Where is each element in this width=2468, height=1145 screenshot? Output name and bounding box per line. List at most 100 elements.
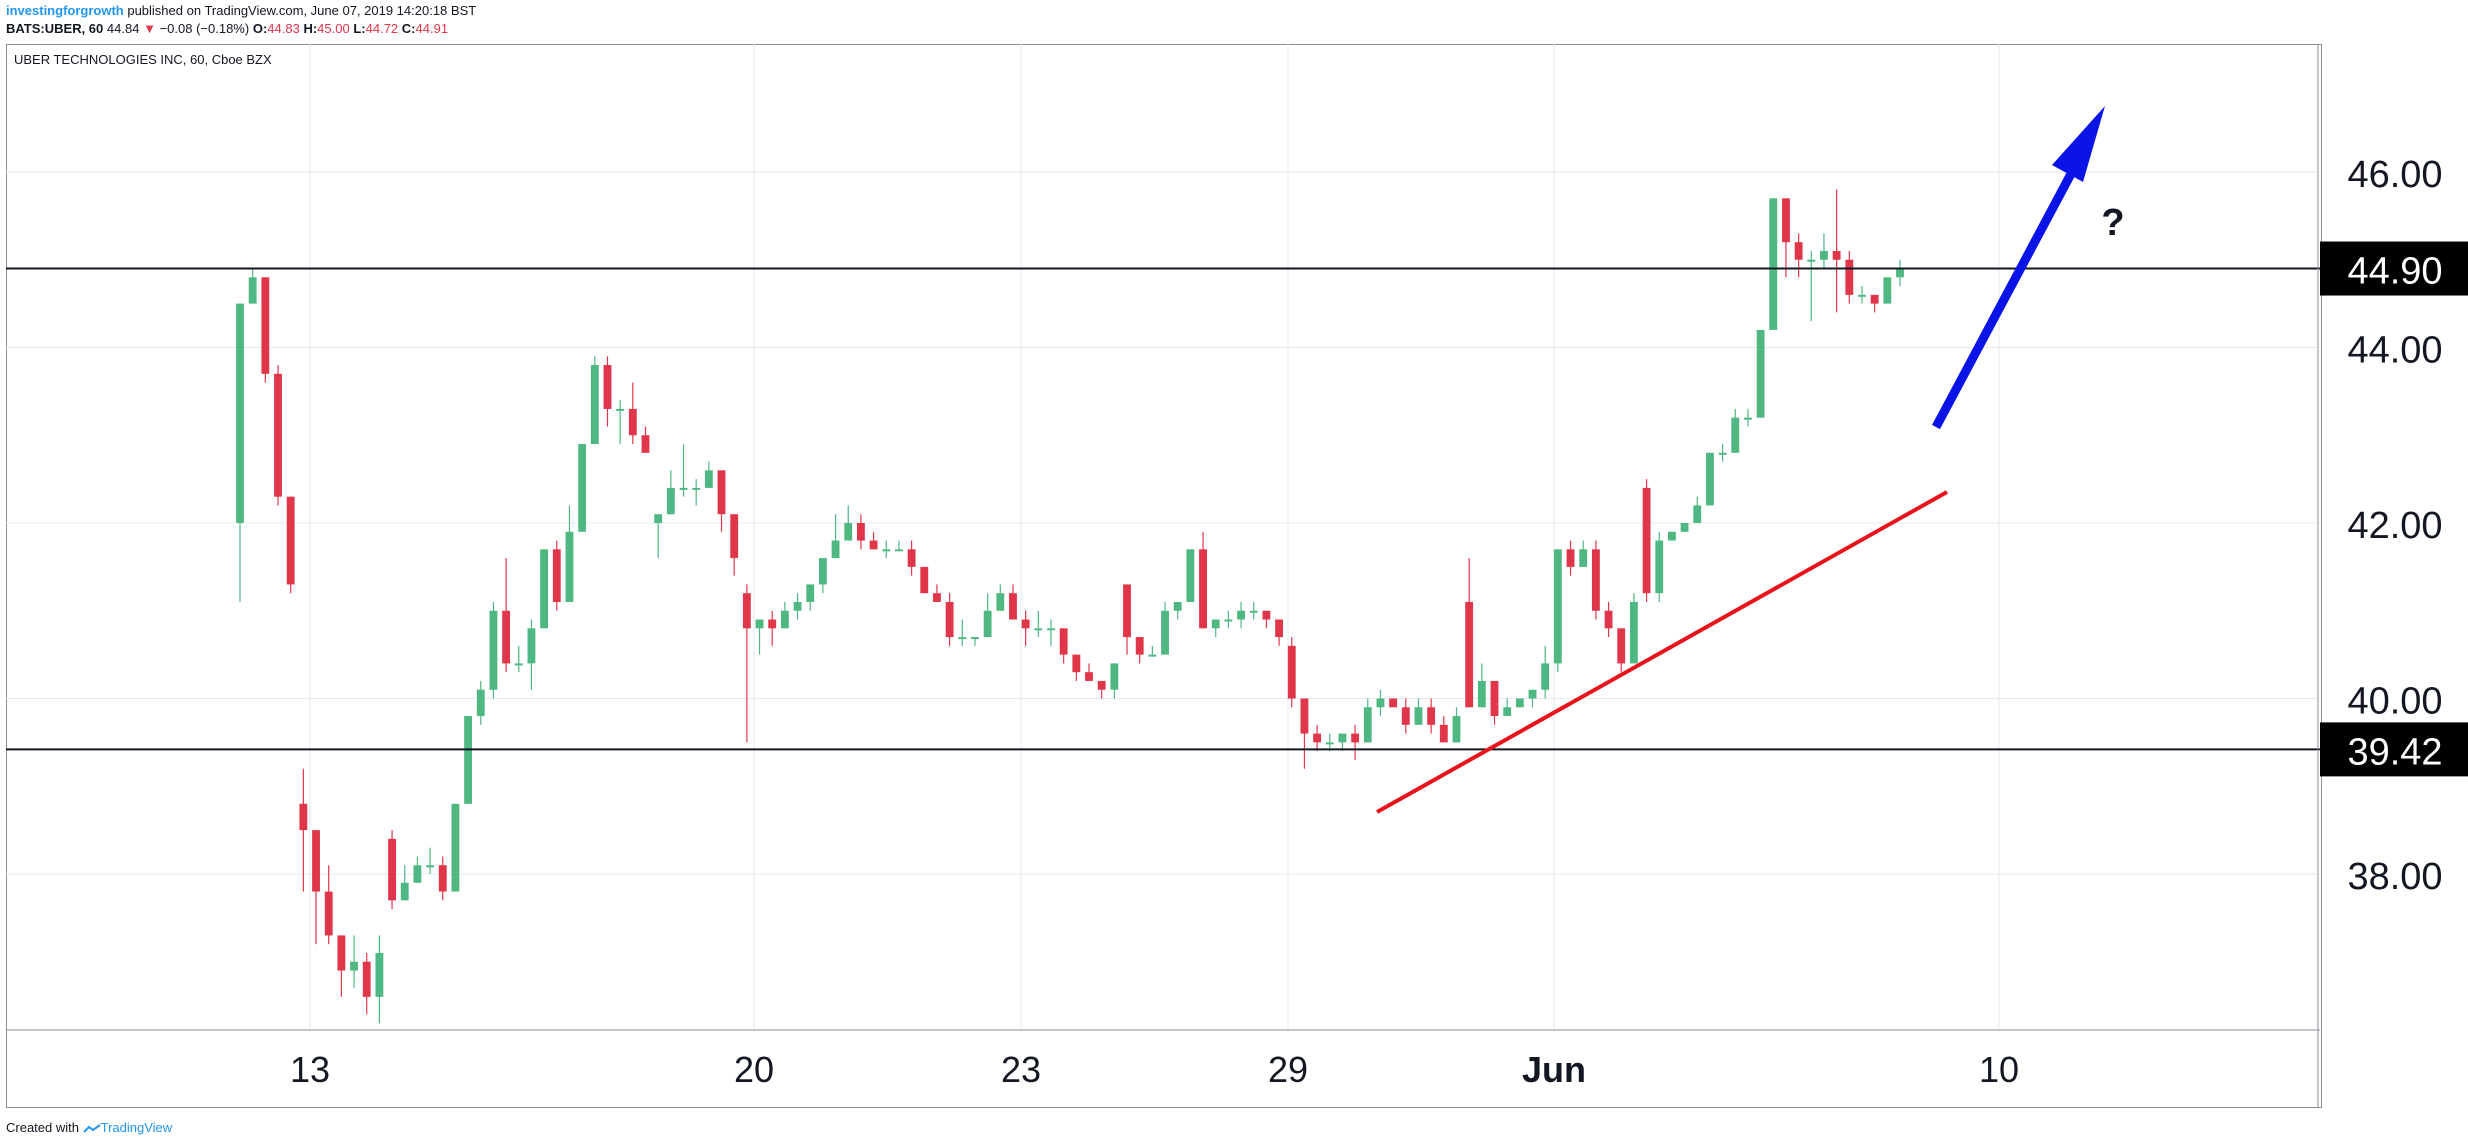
candle [1490,680,1499,725]
candle [1439,716,1448,743]
candle [299,768,308,892]
down-triangle-icon: ▼ [143,21,156,36]
high-value: 45.00 [317,21,350,36]
candle [1667,531,1676,541]
candle [692,479,701,506]
candle [945,593,954,646]
candle-body [730,514,739,559]
price-tick-label: 46.00 [2347,154,2442,196]
candle-body [1186,549,1195,602]
candle-body [274,373,282,497]
candle [1135,637,1144,664]
candle-body [1009,593,1017,620]
candle-body [1427,707,1436,725]
open-label: O: [252,21,268,36]
candle-body [590,365,599,445]
candle [1591,540,1600,620]
candle [1807,250,1816,322]
drawings: ? [1376,106,2125,814]
candle [1896,259,1904,287]
candle [565,505,574,602]
candle-body [1604,610,1613,629]
candle-body [299,803,308,831]
candle-body [362,961,371,997]
candle-body [1237,610,1245,620]
candle [1313,724,1322,752]
candle-body [1414,707,1423,725]
candle-body [337,935,346,971]
candle [1186,549,1195,602]
candle-body [1782,198,1790,243]
candle-body [1123,584,1131,638]
candle [1123,584,1131,655]
candle-body [704,470,713,488]
candle [1173,601,1182,620]
candle [958,619,967,646]
candle-body [1389,698,1398,708]
price-level-labels: 44.90 39.42 [2320,241,2468,777]
candle [1224,610,1233,629]
candle-body [527,628,536,664]
candle-body [578,444,587,532]
candle-body [742,593,751,629]
candle [362,952,371,1015]
candle-body [1503,707,1512,717]
candle [236,303,244,602]
candle-body [514,663,523,666]
tradingview-brand[interactable]: TradingView [100,1120,173,1135]
price-tick-label: 40.00 [2347,681,2442,723]
candle-body [388,838,396,901]
candle [818,558,827,594]
candle-body [882,549,891,552]
candle-body [1021,619,1030,629]
candle-body [489,610,498,690]
candle-body [1731,417,1740,453]
candle [983,593,992,638]
candle [1034,610,1043,638]
candle [616,400,625,445]
projection-arrow-shaft[interactable] [1932,169,2076,430]
candle-body [869,540,878,550]
candle-body [996,593,1005,611]
candle [1642,479,1651,602]
candle-body [818,558,827,585]
candle [1300,698,1309,769]
candle-body [1896,268,1904,278]
candle [704,461,713,488]
support-trendline[interactable] [1376,490,1948,814]
candle-body [1794,242,1803,260]
candle-body [1744,417,1752,420]
candle [1858,286,1866,304]
candle [1883,277,1892,304]
candle [933,584,941,602]
time-tick-label: 10 [1979,1049,2019,1090]
candle-body [844,523,853,541]
price-tick-label: 44.00 [2347,330,2442,372]
candle-body [1401,707,1410,725]
candle [1262,610,1271,629]
chart-frame[interactable] [6,44,2322,1108]
candle-body [1667,531,1676,541]
candle-body [1275,619,1284,638]
candle [1249,601,1258,620]
chart-title: UBER TECHNOLOGIES INC, 60, Cboe BZX [14,52,272,67]
candle-body [1249,610,1258,613]
candle-body [793,601,802,611]
candle [907,540,916,576]
candle-body [1148,654,1157,657]
candle [1465,558,1474,708]
candle-body [1161,610,1169,655]
time-axis-labels: 13 20 23 29 Jun 10 [290,1049,2019,1090]
candle [1629,593,1638,664]
candle-body [920,566,929,594]
author-link[interactable]: investingforgrowth [6,3,124,18]
candle-body [1870,294,1879,304]
candle-body [1553,549,1562,664]
candle [628,382,637,445]
candle [1389,698,1398,708]
candle-body [312,830,320,892]
candle [1731,408,1740,453]
candle-body [1034,628,1043,631]
candle-body [1351,733,1360,743]
